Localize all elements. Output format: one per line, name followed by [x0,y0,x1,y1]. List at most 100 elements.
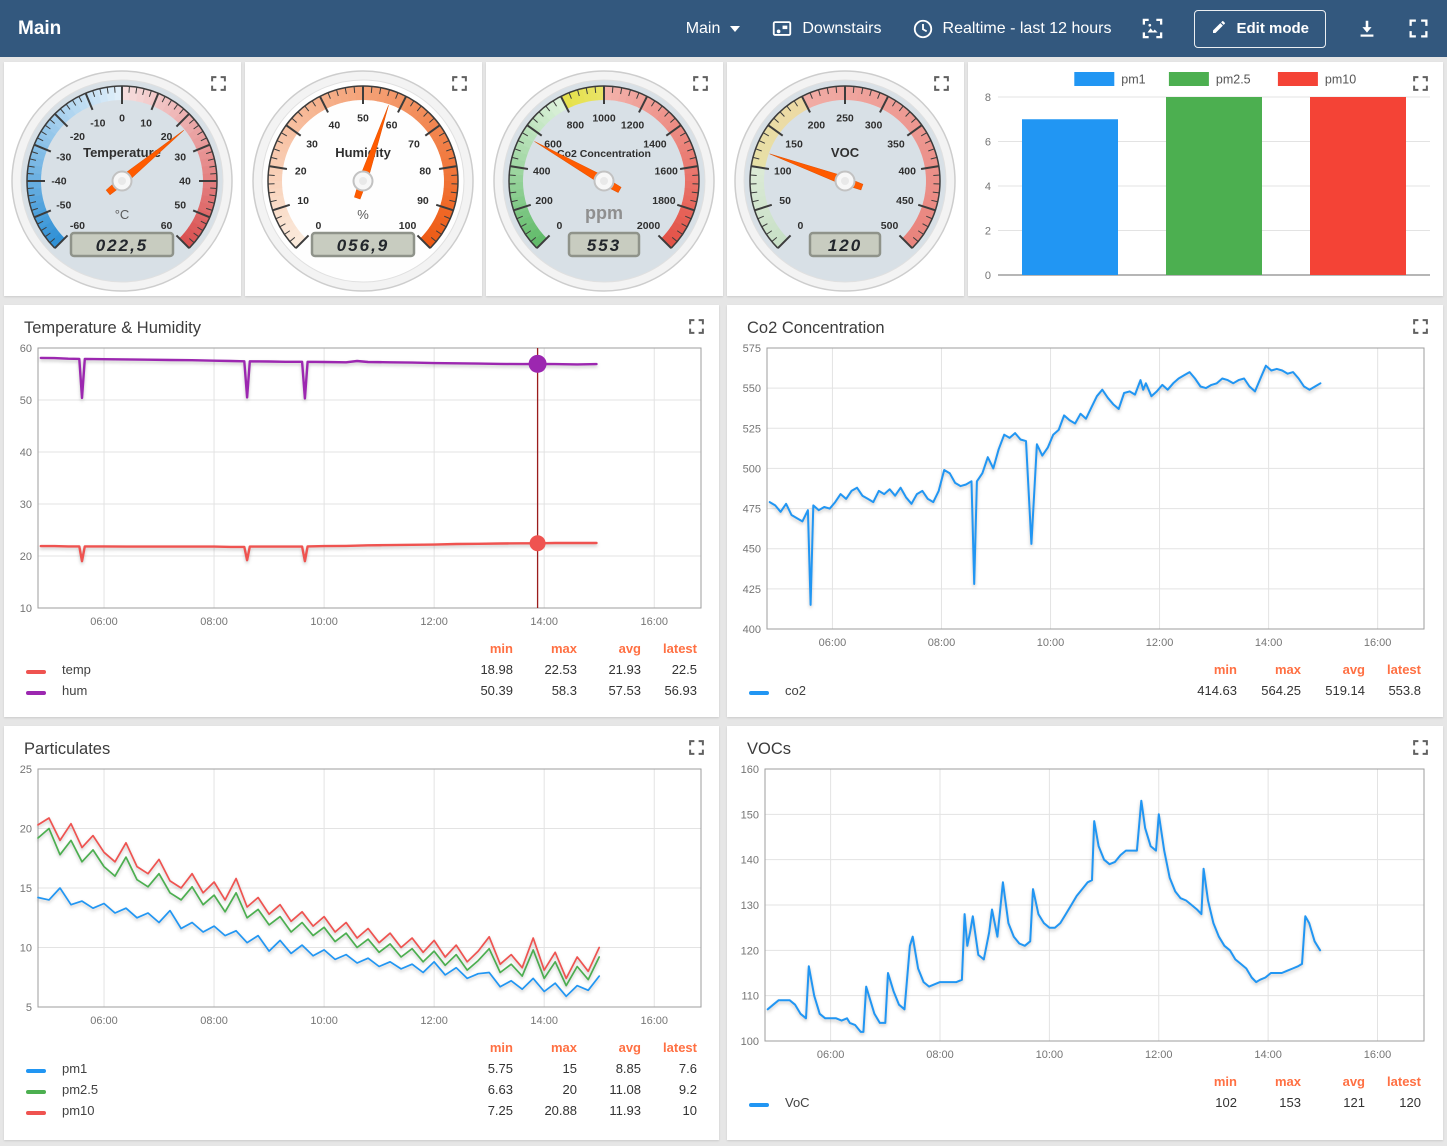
stats-header-avg: avg [618,1039,641,1055]
stats-header-row: min max avg latest [4,1036,719,1058]
series-name: temp [62,662,91,677]
expand-icon[interactable] [1412,739,1429,756]
particulates-chart[interactable]: 5 10 15 20 25 06:00 08:00 10:00 12:00 14:00 16:00 [8,761,715,1033]
pm-bar-chart[interactable]: 0 2 4 6 8 pm1 pm2.5 pm10 [968,65,1442,293]
svg-text:-30: -30 [56,151,71,163]
fullscreen-button[interactable] [1408,18,1429,39]
stat-value: 56.93 [664,683,697,698]
svg-text:50: 50 [779,195,791,207]
expand-icon[interactable] [688,739,705,756]
svg-text:14:00: 14:00 [530,616,558,628]
svg-text:10:00: 10:00 [310,1015,338,1027]
stat-value: 7.6 [678,1061,697,1076]
legend-swatch [749,1103,769,1107]
svg-text:10:00: 10:00 [310,616,338,628]
svg-text:20: 20 [161,131,173,143]
gauge-card-temperature: -60 -50 -40 -30 -20 -10 0 10 20 30 40 50 60 Temperatu… [4,62,241,296]
svg-text:2: 2 [985,226,991,238]
vocs-chart[interactable]: 100 110 120 130 140 150 160 06:00 08:00 10:00 12:0… [731,761,1438,1067]
tab-selector-dropdown[interactable]: Main [686,20,742,38]
svg-text:14:00: 14:00 [530,1015,558,1027]
pm-bar-card: 0 2 4 6 8 pm1 pm2.5 pm10 [968,62,1443,296]
svg-text:Temperature: Temperature [83,145,161,160]
stats-header-avg: avg [1342,661,1365,677]
panel-title: Particulates [24,740,111,758]
stat-value: 11.93 [609,1103,641,1118]
expand-icon[interactable] [688,318,705,335]
time-range-selector[interactable]: Realtime - last 12 hours [912,18,1111,40]
stat-value: 15 [562,1061,577,1076]
svg-text:60: 60 [20,343,32,355]
svg-text:pm2.5: pm2.5 [1216,73,1251,87]
series-stats-row[interactable]: temp 18.98 22.53 21.93 22.5 [4,659,719,680]
series-name: hum [62,683,88,698]
panel-title: Co2 Concentration [747,319,885,337]
stat-value: 121 [1343,1095,1365,1110]
co2-gauge: 0 200 400 600 800 1000 1200 1400 1600 1800 2000 Co2… [493,70,715,292]
svg-text:450: 450 [896,195,914,207]
expand-icon[interactable] [210,75,227,92]
expand-icon[interactable] [1412,318,1429,335]
svg-text:120: 120 [828,236,862,255]
co2-chart[interactable]: 400 425 450 475 500 525 550 575 06:00 08:00 10:00 1… [731,340,1438,655]
svg-text:0: 0 [557,220,563,232]
temperature-humidity-chart[interactable]: 10 20 30 40 50 60 06:00 08:00 10:00 12:00 14:00 16:… [8,340,715,634]
svg-text:pm1: pm1 [1121,73,1145,87]
svg-text:0: 0 [316,220,322,232]
svg-text:08:00: 08:00 [200,616,228,628]
series-stats-row[interactable]: VoC 102 153 121 120 [727,1092,1443,1113]
humidity-gauge: 0 10 20 30 40 50 60 70 80 90 100 Humidity% 056,9 [252,70,474,292]
expand-icon[interactable] [451,75,468,92]
svg-text:20: 20 [20,824,32,836]
expand-icon[interactable] [1412,75,1429,92]
expand-icon[interactable] [692,75,709,92]
svg-text:4: 4 [985,181,991,193]
svg-text:16:00: 16:00 [640,616,668,628]
download-button[interactable] [1356,18,1378,40]
stats-header-max: max [550,1039,577,1055]
series-stats-row[interactable]: hum 50.39 58.3 57.53 56.93 [4,680,719,701]
svg-text:200: 200 [535,195,553,207]
svg-text:10: 10 [140,117,152,129]
series-stats-row[interactable]: co2 414.63 564.25 519.14 553.8 [727,680,1443,701]
edit-mode-label: Edit mode [1236,20,1309,37]
stat-value: 20 [562,1082,577,1097]
nav-device-label: Downstairs [802,19,882,37]
svg-text:-10: -10 [90,117,105,129]
svg-text:06:00: 06:00 [90,616,118,628]
svg-text:10: 10 [20,943,32,955]
edit-mode-button[interactable]: Edit mode [1194,9,1326,48]
snapshot-button[interactable] [1141,17,1164,40]
stats-header-min: min [489,640,513,656]
panel-title: Temperature & Humidity [24,319,201,337]
svg-text:1000: 1000 [592,113,616,125]
stats-table: min max avg latest pm1 5.75 15 8.85 7.6 pm2.5 6.63… [4,1036,719,1121]
series-stats-row[interactable]: pm2.5 6.63 20 11.08 9.2 [4,1079,719,1100]
svg-text:600: 600 [544,138,562,150]
series-name: co2 [785,683,806,698]
expand-icon[interactable] [933,75,950,92]
legend-swatch [26,1111,46,1115]
panel-co2: Co2 Concentration 400 425 450 475 500 525 550 5… [727,305,1443,717]
svg-text:0: 0 [119,113,125,125]
series-stats-row[interactable]: pm1 5.75 15 8.85 7.6 [4,1058,719,1079]
series-name: pm1 [62,1061,88,1076]
page-title: Main [18,17,62,39]
series-name: pm2.5 [62,1082,99,1097]
svg-text:300: 300 [865,119,883,131]
pencil-icon [1211,19,1227,39]
navbar: Main Main Downstairs Re [0,0,1447,57]
screenshot-icon [1141,17,1164,40]
dashboard-tab-icon [771,18,793,40]
svg-text:0: 0 [985,270,991,282]
svg-text:60: 60 [386,119,398,131]
series-stats-row[interactable]: pm10 7.25 20.88 11.93 10 [4,1100,719,1121]
stats-header-latest: latest [663,640,697,656]
svg-text:Co2 Concentration: Co2 Concentration [557,148,651,160]
stat-value: 11.08 [609,1082,641,1097]
svg-text:-60: -60 [70,220,85,232]
svg-text:12:00: 12:00 [420,1015,448,1027]
nav-item-downstairs[interactable]: Downstairs [771,18,882,40]
stats-header-min: min [1213,1073,1237,1089]
panel-particulates: Particulates 5 10 15 20 25 06:00 08:00 10:00 12:… [4,726,719,1140]
